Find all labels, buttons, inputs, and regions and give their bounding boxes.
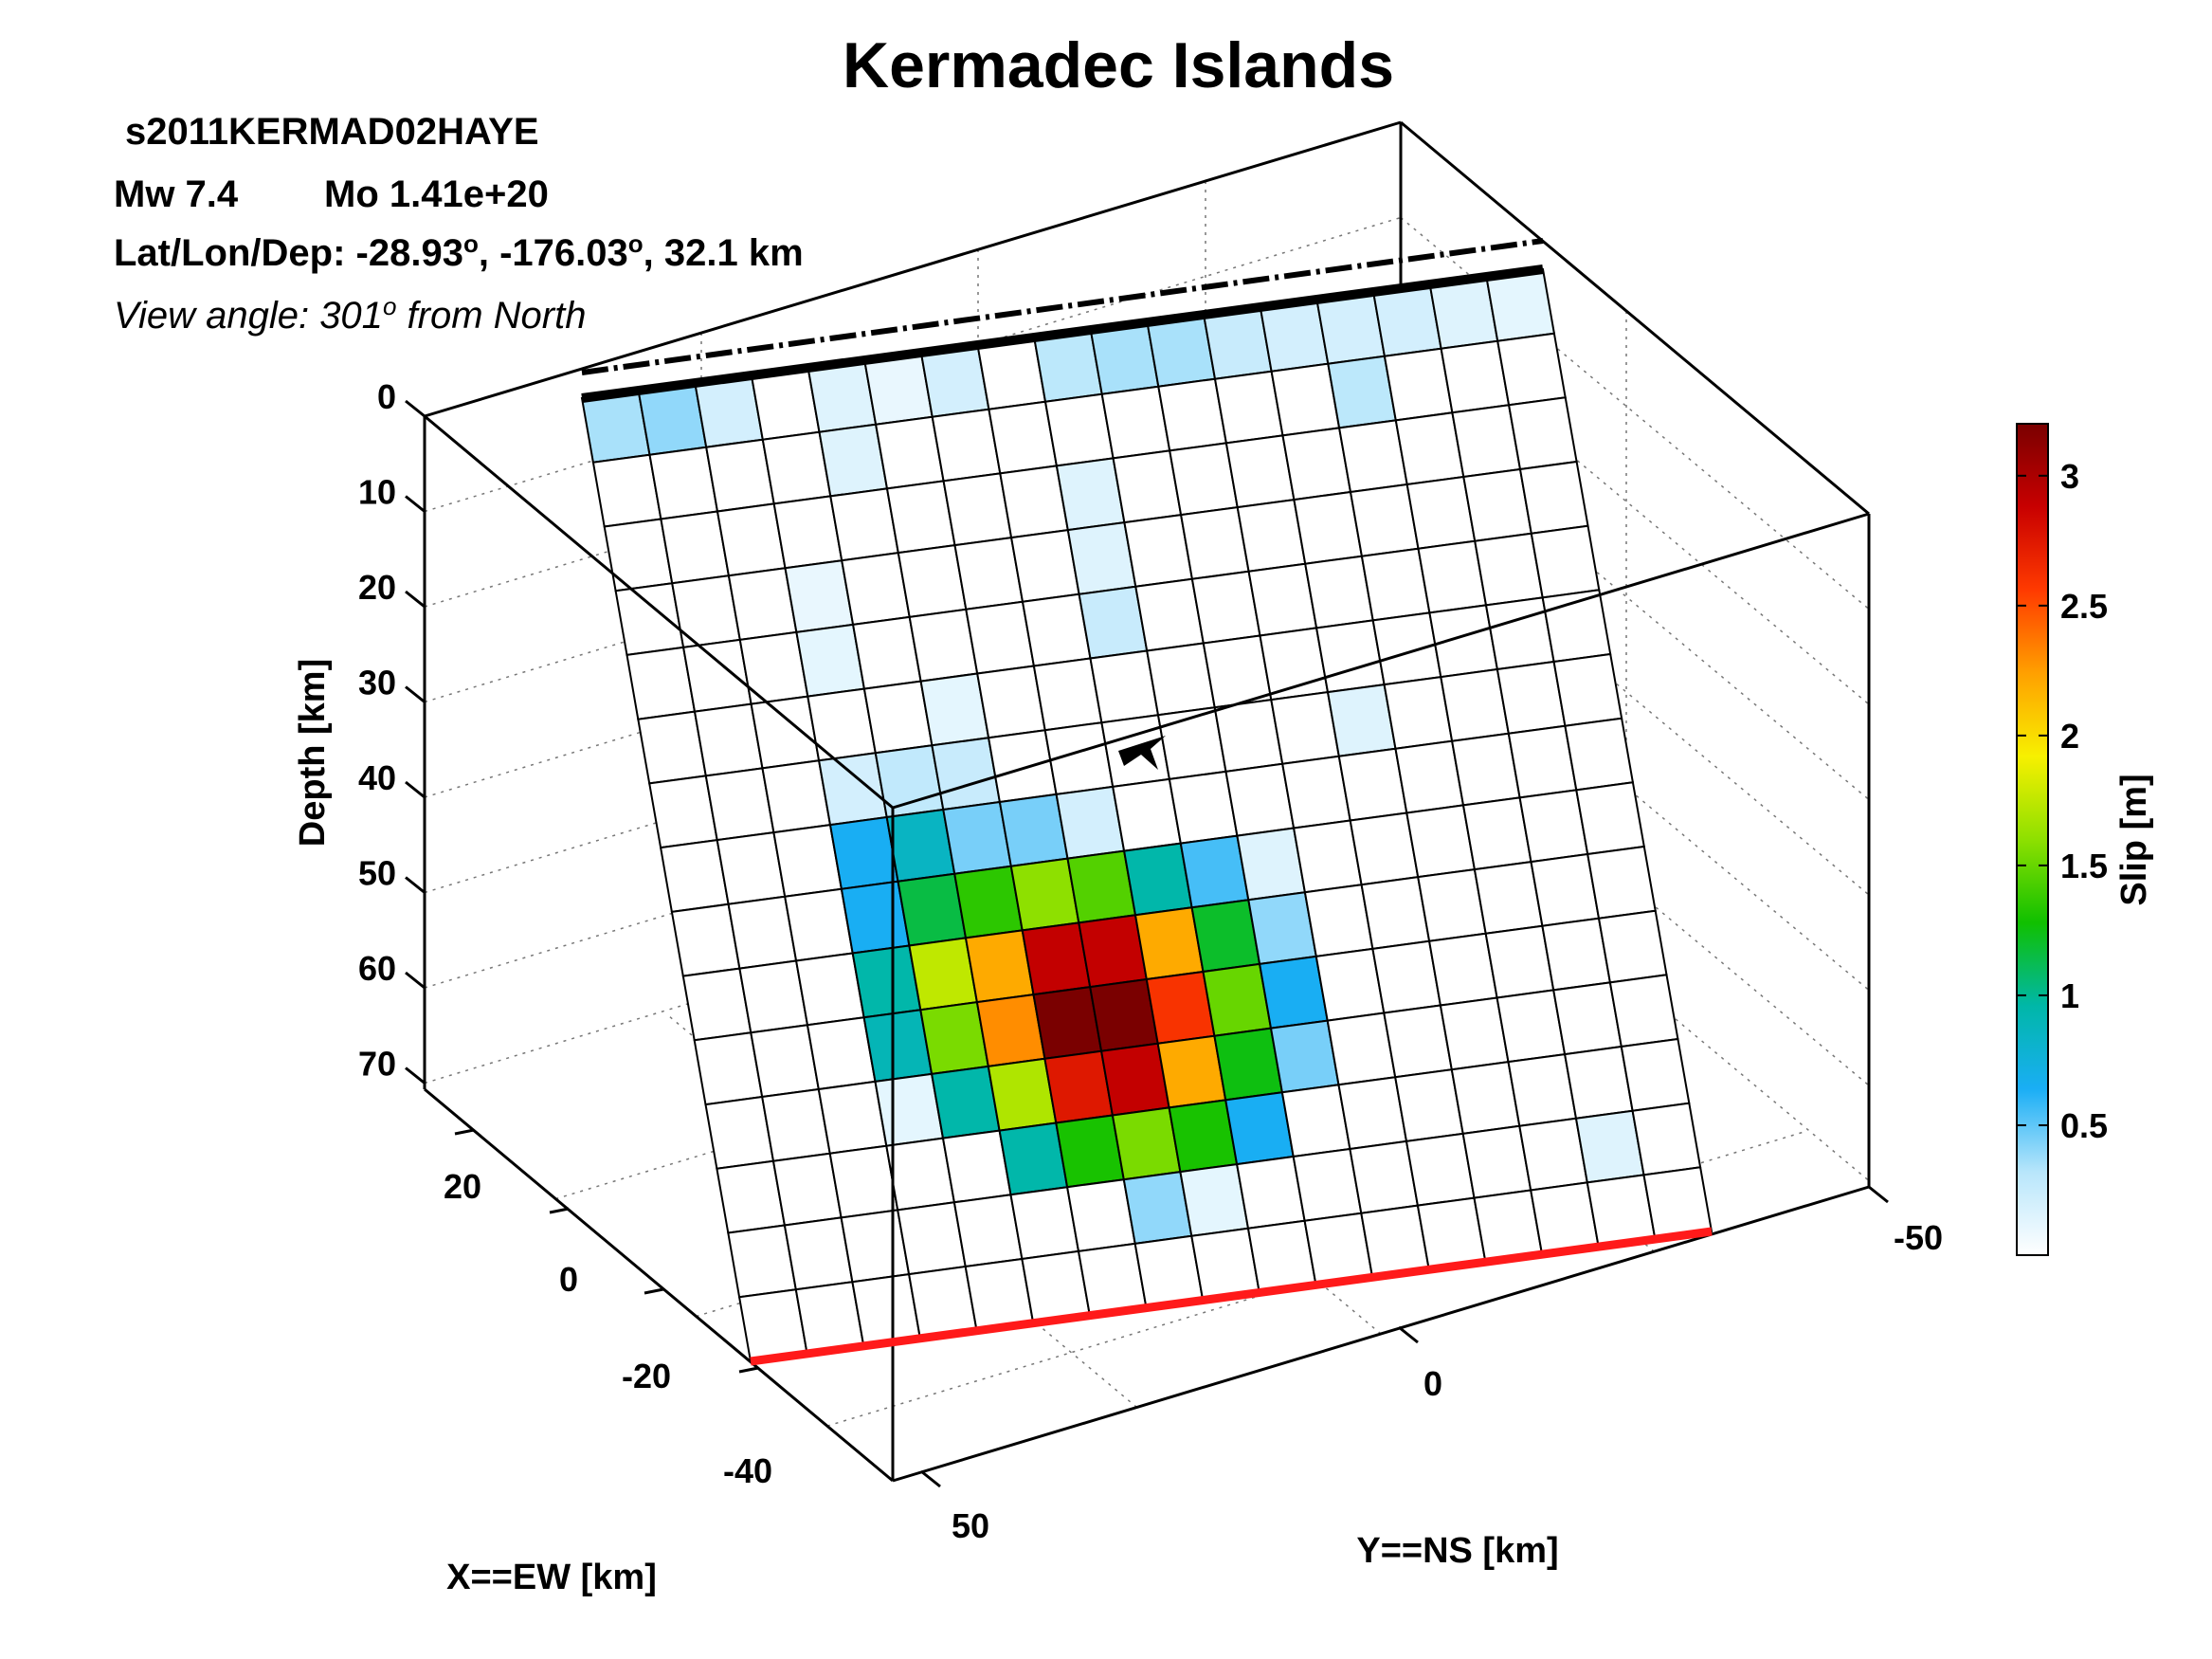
depth-tick-label: 70 [358,1045,396,1084]
slip-cell [1564,717,1635,792]
slip-cell [1530,524,1601,599]
location-lon: , -176.03 [479,232,628,274]
view-angle-text: View angle: 301o from North [114,292,586,337]
chart-title: Kermadec Islands [843,29,1394,101]
ns-tick-mark [1398,1325,1419,1344]
slip-cell [1496,332,1567,407]
depth-tick-mark [405,495,426,513]
slip-cell [1586,845,1657,920]
ew-tick-mark [738,1366,759,1374]
fault-surface-trace [581,238,1544,375]
moment-text: Mo 1.41e+20 [324,173,549,215]
view-suffix: from North [396,295,586,337]
fault-bottom-edge [750,1227,1713,1366]
slip-cell [1608,974,1679,1048]
colorbar-tick-label: 3 [2060,457,2079,496]
colorbar-tick-label: 1 [2060,976,2079,1015]
location-text: Lat/Lon/Dep: -28.93o, -176.03o, 32.1 km [114,229,804,274]
depth-axis: 0 10 20 30 40 50 60 70 [358,377,426,1085]
depth-tick-mark [405,399,426,418]
ns-axis: 50 0 -50 [920,1185,1943,1545]
ns-tick-label: 0 [1423,1364,1442,1403]
ew-axis: 20 0 -20 -40 [444,1128,772,1490]
y-axis-label: Y==NS [km] [1356,1531,1558,1571]
ew-tick-label: 0 [559,1260,578,1299]
box-edge-front-left-top [424,414,894,810]
colorbar-tick-label: 2 [2060,717,2079,756]
box-edge-top-left [424,120,1402,418]
depth-tick-label: 10 [358,473,396,512]
ew-tick-mark [454,1128,475,1136]
slip-cell [1597,909,1668,984]
colorbar [2016,423,2049,1256]
depth-tick-label: 30 [358,664,396,702]
depth-tick-mark [405,590,426,609]
fault-plane [580,267,1713,1363]
ns-tick-label: -50 [1894,1218,1943,1257]
colorbar-tick-label: 1.5 [2060,847,2108,885]
colorbar-label: Slip [m] [2114,774,2154,905]
depth-tick-mark [405,876,426,894]
degree-sup-1: o [463,229,479,258]
epicenter-star [1118,736,1166,770]
ns-tick-mark [1868,1185,1889,1204]
slip-cell [1575,781,1645,856]
depth-tick-label: 0 [377,377,396,416]
ew-tick-mark [644,1287,664,1295]
ew-tick-label: -40 [723,1451,772,1490]
colorbar-ticks: 0.5 1 1.5 2 2.5 3 [2017,457,2108,1145]
slip-cell [1507,396,1578,471]
ew-tick-label: 20 [444,1167,481,1206]
depth-tick-mark [405,971,426,990]
ns-tick-label: 50 [952,1506,989,1545]
x-axis-label: X==EW [km] [446,1558,657,1597]
depth-tick-mark [405,780,426,799]
slip-cell [1620,1037,1691,1112]
ns-tick-mark [920,1469,941,1488]
location-lat: Lat/Lon/Dep: -28.93 [114,232,463,274]
box-edge-top-right [1400,120,1870,516]
box-edge-bottom-left [424,1087,894,1483]
fault-top-edge [581,264,1544,403]
magnitude-text: Mw 7.4 [114,173,239,215]
location-dep: , 32.1 km [644,232,804,274]
slip-cell [1631,1102,1702,1176]
depth-tick-mark [405,685,426,703]
ew-tick-label: -20 [622,1357,671,1395]
box-edge-front-right-top [892,512,1870,810]
axes-box [423,120,1871,1483]
slip-cell [1642,1166,1713,1241]
degree-sup-3: o [383,292,396,320]
event-id: s2011KERMAD02HAYE [125,111,539,153]
depth-tick-label: 50 [358,854,396,893]
depth-tick-label: 20 [358,568,396,607]
z-axis-label: Depth [km] [293,659,333,847]
depth-tick-label: 60 [358,949,396,988]
colorbar-tick-label: 2.5 [2060,587,2108,626]
ew-tick-mark [549,1207,570,1214]
depth-tick-mark [405,1066,426,1085]
depth-tick-label: 40 [358,758,396,797]
slip-cell [1518,460,1589,535]
degree-sup-2: o [628,229,644,258]
view-prefix: View angle: 301 [114,295,383,337]
slip-cell [1552,652,1623,727]
colorbar-tick-label: 0.5 [2060,1106,2108,1145]
